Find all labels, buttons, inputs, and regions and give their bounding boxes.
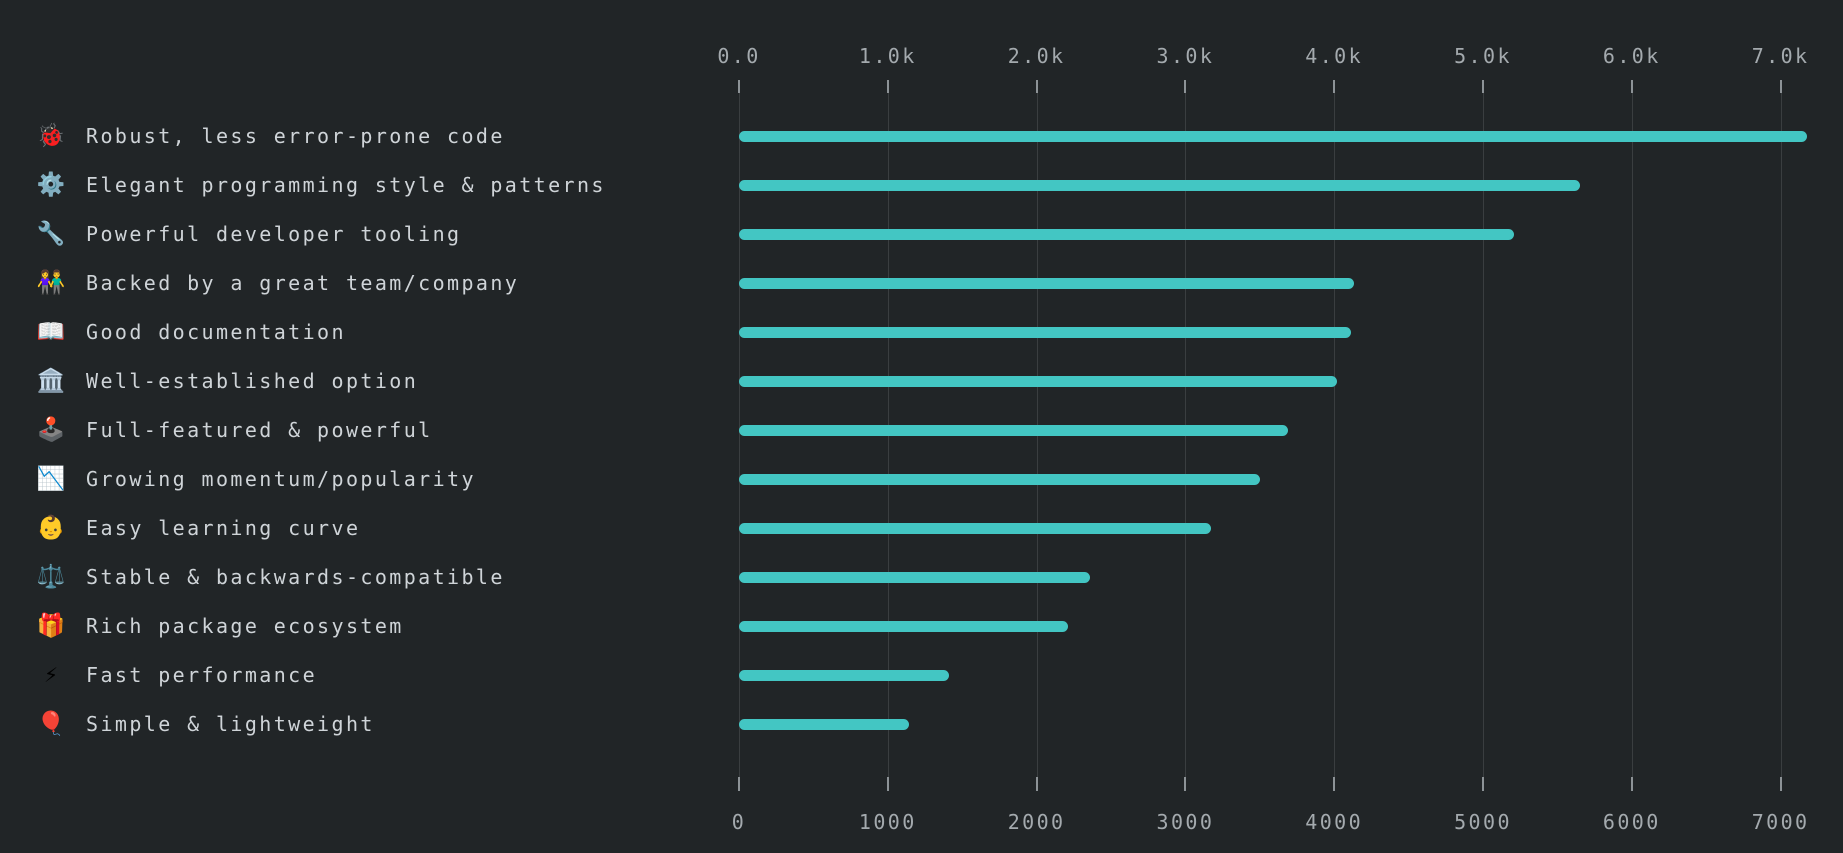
bar (739, 522, 1211, 534)
category-label-text: Stable & backwards-compatible (86, 565, 505, 589)
x-axis-label-top: 3.0k (1156, 44, 1215, 68)
x-axis-label-bottom: 5000 (1454, 810, 1512, 834)
category-label: ⚡ Fast performance (36, 658, 317, 692)
couple-icon: 👫 (36, 269, 66, 296)
x-axis-tick-top (1779, 80, 1782, 93)
x-gridline (1483, 93, 1484, 777)
bar (739, 228, 1515, 240)
lady-beetle-icon: 🐞 (36, 122, 66, 149)
category-label: 🏛️ Well-established option (36, 364, 418, 398)
x-axis-tick-top (886, 80, 889, 93)
baby-icon: 👶 (36, 514, 66, 541)
category-label: 🎁 Rich package ecosystem (36, 609, 404, 643)
category-label-text: Robust, less error-prone code (86, 124, 505, 148)
bar (739, 277, 1354, 289)
category-label: ⚙️ Elegant programming style & patterns (36, 168, 606, 202)
category-label-text: Growing momentum/popularity (86, 467, 476, 491)
x-axis-label-top: 1.0k (858, 44, 917, 68)
x-axis-tick-top (1184, 80, 1187, 93)
category-label: 📉 Growing momentum/popularity (36, 462, 476, 496)
category-label: ⚖️ Stable & backwards-compatible (36, 560, 505, 594)
x-axis-label-top: 5.0k (1454, 44, 1512, 68)
bar (739, 571, 1091, 583)
chart-decreasing-icon: 📉 (36, 465, 66, 492)
classical-building-icon: 🏛️ (36, 367, 66, 394)
category-label-text: Full-featured & powerful (86, 418, 433, 442)
x-axis-label-bottom: 3000 (1156, 810, 1215, 834)
x-gridline (739, 93, 740, 777)
bar (739, 326, 1351, 338)
x-axis-tick-bottom (1035, 777, 1038, 791)
x-axis-tick-bottom (1630, 777, 1633, 791)
x-axis-tick-bottom (1184, 777, 1187, 791)
category-label-text: Powerful developer tooling (86, 222, 462, 246)
x-axis-tick-bottom (1779, 777, 1782, 791)
bar (739, 620, 1068, 632)
x-axis-tick-top (738, 80, 740, 93)
x-axis-label-bottom: 7000 (1751, 810, 1810, 834)
x-axis-tick-bottom (738, 777, 740, 791)
x-axis-label-bottom: 0 (731, 810, 747, 834)
x-axis-label-top: 4.0k (1305, 44, 1364, 68)
category-label-text: Well-established option (86, 369, 419, 393)
high-voltage-icon: ⚡ (44, 661, 58, 688)
category-label: 👶 Easy learning curve (36, 511, 360, 545)
bar (739, 718, 909, 730)
bar (739, 424, 1289, 436)
x-axis-label-top: 2.0k (1007, 44, 1066, 68)
x-axis-label-bottom: 6000 (1602, 810, 1661, 834)
bar (739, 375, 1338, 387)
category-label: 📖 Good documentation (36, 315, 346, 349)
category-label: 🔧 Powerful developer tooling (36, 217, 461, 251)
joystick-icon: 🕹️ (36, 416, 66, 443)
category-label: 👫 Backed by a great team/company (36, 266, 519, 300)
category-label-text: Rich package ecosystem (86, 614, 404, 638)
bar (739, 669, 949, 681)
gift-icon: 🎁 (36, 612, 66, 639)
bar (739, 130, 1808, 142)
x-axis-label-top: 7.0k (1751, 44, 1810, 68)
x-gridline (1780, 93, 1782, 777)
x-axis-label-top: 0.0 (717, 44, 761, 68)
x-axis-tick-bottom (886, 777, 889, 791)
x-axis-tick-top (1630, 80, 1633, 93)
bar (739, 473, 1260, 485)
category-label-text: Fast performance (86, 663, 318, 687)
category-label: 🐞 Robust, less error-prone code (36, 119, 505, 153)
open-book-icon: 📖 (36, 318, 66, 345)
x-axis-tick-bottom (1333, 777, 1336, 791)
x-axis-tick-bottom (1482, 777, 1484, 791)
category-label-text: Simple & lightweight (86, 712, 375, 736)
bar (739, 179, 1580, 191)
category-label-text: Backed by a great team/company (86, 271, 520, 295)
x-axis-tick-top (1333, 80, 1336, 93)
wrench-icon: 🔧 (36, 220, 66, 247)
x-gridline (1334, 93, 1336, 777)
x-axis-label-top: 6.0k (1602, 44, 1661, 68)
x-axis-tick-top (1482, 80, 1484, 93)
x-gridline (1631, 93, 1633, 777)
category-label: 🕹️ Full-featured & powerful (36, 413, 433, 447)
x-axis-label-bottom: 4000 (1305, 810, 1364, 834)
gear-icon: ⚙️ (36, 171, 66, 198)
category-label-text: Elegant programming style & patterns (86, 173, 606, 197)
category-label: 🎈 Simple & lightweight (36, 707, 375, 741)
category-label-text: Easy learning curve (86, 516, 361, 540)
balance-scale-icon: ⚖️ (36, 563, 66, 590)
balloon-icon: 🎈 (36, 710, 66, 737)
category-label-text: Good documentation (86, 320, 346, 344)
x-axis-label-bottom: 2000 (1007, 810, 1066, 834)
x-axis-label-bottom: 1000 (858, 810, 917, 834)
x-axis-tick-top (1035, 80, 1038, 93)
